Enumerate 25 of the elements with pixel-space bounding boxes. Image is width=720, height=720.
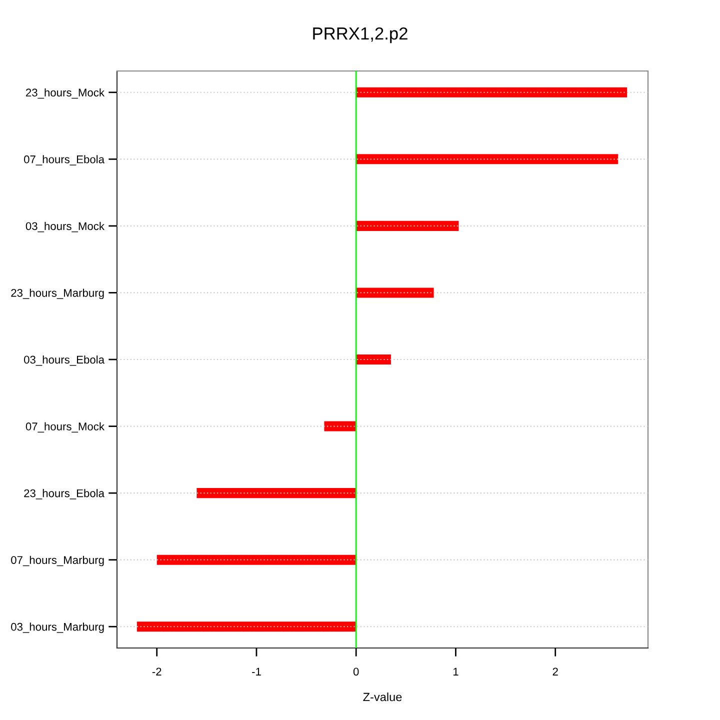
bar xyxy=(356,220,459,231)
y-tick-label: 23_hours_Marburg xyxy=(11,288,104,300)
bar xyxy=(356,288,434,298)
y-tick-label: 07_hours_Mock xyxy=(26,422,105,433)
x-axis-title: Z-value xyxy=(363,692,402,702)
y-tick-label: 03_hours_Marburg xyxy=(11,622,104,633)
bar xyxy=(156,554,356,565)
x-tick-label: 1 xyxy=(453,668,458,676)
chart-title: PRRX1,2.p2 xyxy=(313,27,408,44)
bar xyxy=(196,488,356,498)
y-tick-label: 23_hours_Mock xyxy=(26,88,105,99)
y-tick-label: 23_hours_Ebola xyxy=(24,489,105,500)
x-tick-label: -1 xyxy=(252,668,261,676)
bar xyxy=(356,154,618,164)
y-tick-label: 03_hours_Ebola xyxy=(24,355,105,366)
x-tick-label: 2 xyxy=(552,668,558,676)
y-tick-label: 03_hours_Mock xyxy=(26,222,105,232)
x-tick-label: 0 xyxy=(353,668,359,676)
bar xyxy=(136,622,356,632)
y-tick-label: 07_hours_Ebola xyxy=(24,155,105,166)
bar xyxy=(356,87,628,98)
bar xyxy=(356,354,391,365)
x-tick-label: -2 xyxy=(152,668,162,676)
bar xyxy=(324,421,356,432)
y-tick-label: 07_hours_Marburg xyxy=(11,556,104,566)
